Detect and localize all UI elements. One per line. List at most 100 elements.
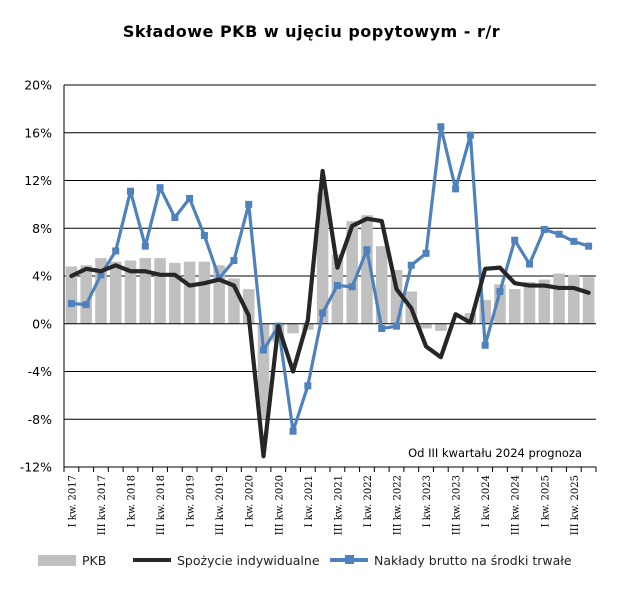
bar-pkb bbox=[390, 270, 403, 324]
x-tick-label: I kw. 2022 bbox=[363, 475, 374, 527]
bar-pkb bbox=[95, 258, 107, 324]
bar-pkb bbox=[154, 258, 166, 324]
bar-pkb bbox=[316, 192, 329, 324]
x-tick-label: I kw. 2018 bbox=[127, 475, 138, 527]
x-tick-label: I kw. 2025 bbox=[540, 475, 551, 527]
investment-point bbox=[260, 346, 267, 354]
investment-point bbox=[422, 249, 430, 257]
investment-point bbox=[511, 236, 519, 244]
investment-point bbox=[141, 242, 149, 250]
bar-pkb bbox=[346, 221, 358, 324]
x-tick-label: III kw. 2019 bbox=[215, 475, 226, 535]
bar-pkb bbox=[508, 289, 521, 324]
legend-swatch-pkb bbox=[38, 554, 76, 566]
consumption-line bbox=[69, 168, 591, 459]
investment-point bbox=[378, 325, 386, 333]
investment-point bbox=[200, 231, 208, 239]
investment-point bbox=[289, 427, 297, 435]
bar-pkb bbox=[553, 273, 565, 324]
bar-pkb bbox=[287, 323, 299, 334]
investment-point bbox=[496, 288, 504, 296]
investment-point bbox=[171, 214, 179, 222]
investment-point bbox=[156, 184, 164, 192]
y-tick-label: -12% bbox=[20, 460, 52, 475]
investment-point bbox=[363, 246, 371, 254]
bar-pkb bbox=[109, 261, 122, 324]
investment-point bbox=[245, 200, 253, 208]
bar-pkb bbox=[494, 284, 506, 324]
bar-pkb bbox=[65, 266, 78, 324]
y-tick-label: 20% bbox=[24, 78, 52, 93]
bar-pkb bbox=[420, 323, 432, 329]
investment-point bbox=[481, 341, 489, 349]
investment-point bbox=[393, 322, 400, 330]
x-tick-label: I kw. 2020 bbox=[245, 475, 256, 527]
investment-point bbox=[186, 194, 194, 202]
investment-point bbox=[407, 261, 415, 269]
chart-title: Składowe PKB w ujęciu popytowym - r/r bbox=[122, 22, 501, 41]
legend-pkb: PKB bbox=[38, 551, 106, 569]
x-tick-label: I kw. 2019 bbox=[186, 475, 197, 527]
bar-pkb bbox=[169, 262, 181, 324]
y-tick-label: 12% bbox=[24, 173, 52, 188]
investment-point bbox=[437, 123, 445, 131]
bar-pkb bbox=[435, 323, 447, 331]
bar-pkb bbox=[375, 246, 388, 324]
legend-consumption: Spożycie indywidualne bbox=[133, 551, 320, 569]
x-tick-label: III kw. 2022 bbox=[393, 475, 404, 535]
forecast-annotation: Od III kwartału 2024 prognoza bbox=[408, 446, 582, 460]
legend-label-investment: Nakłady brutto na środki trwałe bbox=[374, 552, 572, 568]
bar-pkb bbox=[198, 261, 211, 324]
bar-pkb bbox=[568, 274, 580, 324]
legend-swatch-consumption bbox=[133, 558, 171, 562]
bar-pkb bbox=[242, 289, 255, 324]
investment-point bbox=[82, 301, 90, 309]
x-tick-label: I kw. 2024 bbox=[481, 475, 492, 527]
x-tick-label: III kw. 2024 bbox=[511, 475, 522, 535]
investment-point bbox=[112, 247, 120, 255]
bar-pkb bbox=[331, 254, 344, 324]
x-tick-label: I kw. 2017 bbox=[67, 475, 78, 527]
x-tick-label: III kw. 2017 bbox=[97, 475, 108, 535]
legend-investment: Nakłady brutto na środki trwałe bbox=[330, 551, 572, 569]
y-tick-label: 8% bbox=[32, 221, 52, 236]
legend-marker-investment bbox=[345, 555, 354, 564]
y-tick-label: -4% bbox=[28, 364, 52, 379]
legend-label-consumption: Spożycie indywidualne bbox=[177, 552, 320, 568]
investment-point bbox=[333, 282, 341, 290]
bar-pkb bbox=[139, 258, 152, 324]
bar-pkb bbox=[582, 277, 595, 324]
y-tick-label: 16% bbox=[24, 125, 52, 140]
x-tick-label: III kw. 2021 bbox=[333, 475, 344, 535]
bar-pkb bbox=[538, 279, 551, 324]
bar-pkb bbox=[479, 299, 491, 324]
y-tick-label: 0% bbox=[32, 316, 52, 331]
y-tick-label: 4% bbox=[32, 269, 52, 284]
investment-point bbox=[526, 260, 533, 268]
investment-line bbox=[69, 125, 591, 433]
x-tick-label: III kw. 2025 bbox=[570, 475, 581, 535]
x-tick-label: I kw. 2021 bbox=[304, 475, 315, 527]
bar-pkb bbox=[213, 265, 225, 324]
x-tick-label: III kw. 2020 bbox=[274, 475, 285, 535]
y-tick-label: -8% bbox=[28, 412, 52, 427]
investment-point bbox=[67, 299, 75, 307]
investment-point bbox=[304, 382, 312, 390]
investment-point bbox=[230, 256, 238, 264]
legend-label-pkb: PKB bbox=[82, 552, 107, 568]
investment-point bbox=[570, 237, 578, 245]
investment-point bbox=[555, 230, 563, 238]
bar-pkb bbox=[124, 260, 137, 324]
investment-point bbox=[127, 187, 134, 195]
bar-pkb bbox=[80, 265, 92, 324]
investment-point bbox=[540, 225, 548, 233]
x-tick-label: I kw. 2023 bbox=[422, 475, 433, 527]
x-tick-label: III kw. 2023 bbox=[452, 475, 463, 535]
investment-point bbox=[319, 309, 327, 317]
investment-point bbox=[452, 185, 460, 193]
legend-swatch-investment bbox=[330, 555, 368, 564]
x-tick-label: III kw. 2018 bbox=[156, 475, 167, 535]
bar-pkb bbox=[361, 215, 373, 324]
bar-pkb bbox=[449, 322, 462, 324]
investment-point bbox=[466, 131, 474, 139]
